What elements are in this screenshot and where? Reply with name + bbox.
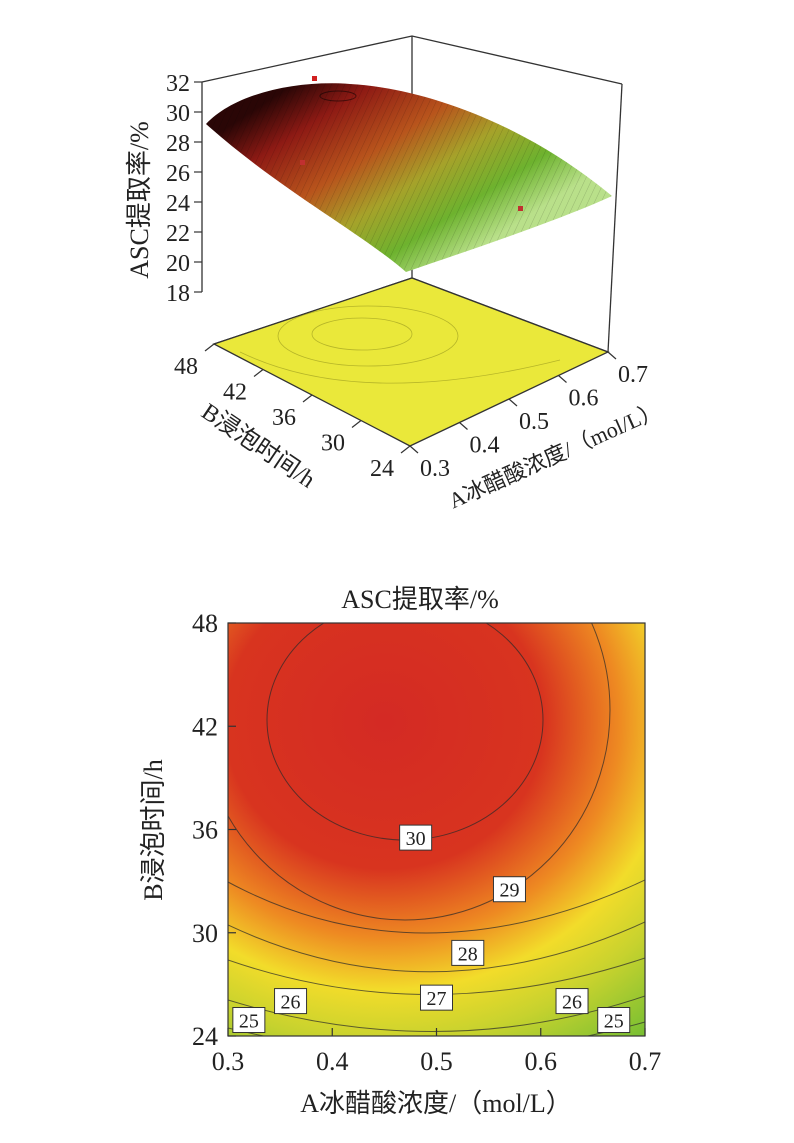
design-point bbox=[300, 160, 305, 165]
surface-peak-contour bbox=[319, 90, 357, 102]
z-tick-label: 26 bbox=[166, 161, 190, 187]
b-tick-label: 48 bbox=[174, 354, 198, 380]
z-axis-label: ASC提取率/% bbox=[125, 121, 154, 278]
contour-label: 26 bbox=[274, 988, 308, 1015]
y-axis-label: B浸泡时间/h bbox=[139, 759, 168, 901]
design-point bbox=[312, 76, 317, 81]
contour-label-text: 25 bbox=[239, 1011, 259, 1033]
b-tick bbox=[253, 369, 264, 377]
contour-label-text: 28 bbox=[458, 943, 478, 965]
a-tick-label: 0.6 bbox=[569, 386, 599, 412]
contour-label-box bbox=[492, 876, 526, 903]
a-tick bbox=[607, 351, 617, 360]
z-tick-label: 28 bbox=[166, 131, 190, 157]
a-tick-label: 0.3 bbox=[420, 456, 450, 482]
contour-line bbox=[228, 921, 645, 973]
floor-contour-lines bbox=[239, 305, 561, 384]
b-axis-label: B浸泡时间/h bbox=[196, 398, 319, 493]
x-tick-label: 0.4 bbox=[316, 1047, 349, 1076]
z-axis: 18 20 22 24 26 28 30 32 bbox=[166, 71, 202, 307]
a-tick bbox=[459, 422, 468, 430]
y-tick-label: 36 bbox=[192, 816, 218, 845]
z-tick-label: 22 bbox=[166, 221, 190, 247]
contour-label-box bbox=[451, 939, 485, 966]
contour-plot-area bbox=[228, 623, 645, 1036]
a-tick bbox=[409, 445, 419, 454]
x-tick-label: 0.5 bbox=[420, 1047, 453, 1076]
y-tick-label: 24 bbox=[192, 1022, 218, 1051]
contour-label-box bbox=[232, 1007, 266, 1034]
b-tick bbox=[400, 445, 411, 454]
contour-label: 29 bbox=[492, 876, 526, 903]
contour-title: ASC提取率/% bbox=[341, 585, 498, 614]
a-axis: 0.3 0.4 0.5 0.6 0.7 bbox=[409, 351, 648, 482]
contour-label-text: 26 bbox=[562, 992, 582, 1014]
response-surface-3d-chart: 18 20 22 24 26 28 30 32 ASC提取率/% 24 30 36 42 48 B浸泡… bbox=[125, 35, 665, 513]
a-tick bbox=[558, 375, 567, 383]
contour-label: 25 bbox=[232, 1007, 266, 1034]
contour-labels: 30 29 28 27 26 26 25 25 bbox=[232, 824, 631, 1034]
contour-label-box bbox=[597, 1007, 631, 1034]
z-tick-label: 32 bbox=[166, 71, 190, 97]
x-tick-label: 0.7 bbox=[629, 1047, 662, 1076]
contour-label: 30 bbox=[399, 824, 433, 851]
contour-label-box bbox=[274, 988, 308, 1015]
contour-label-box bbox=[399, 824, 433, 851]
b-tick bbox=[204, 343, 215, 352]
a-tick bbox=[508, 398, 518, 407]
a-tick-label: 0.5 bbox=[519, 409, 549, 435]
contour-label-text: 30 bbox=[406, 828, 426, 850]
b-tick-label: 24 bbox=[370, 456, 394, 482]
contour-label-text: 25 bbox=[604, 1011, 624, 1033]
y-tick-label: 48 bbox=[192, 609, 218, 638]
z-tick-label: 20 bbox=[166, 251, 190, 277]
contour-label-text: 29 bbox=[499, 880, 519, 902]
contour-label-box bbox=[555, 988, 589, 1015]
response-surface bbox=[206, 76, 612, 273]
z-tick-label: 18 bbox=[166, 281, 190, 307]
b-tick-label: 42 bbox=[223, 380, 247, 406]
design-point bbox=[518, 206, 523, 211]
y-axis: 24 30 36 42 48 bbox=[192, 609, 236, 1051]
z-tick-label: 30 bbox=[166, 101, 190, 127]
contour-label-text: 27 bbox=[427, 988, 447, 1010]
x-tick-label: 0.3 bbox=[212, 1047, 245, 1076]
b-tick-label: 36 bbox=[272, 405, 296, 431]
contour-line bbox=[228, 879, 645, 934]
x-axis-label: A冰醋酸浓度/（mol/L） bbox=[300, 1089, 572, 1118]
y-tick-label: 30 bbox=[192, 919, 218, 948]
b-tick bbox=[302, 394, 313, 403]
y-tick-label: 42 bbox=[192, 712, 218, 741]
contour-line bbox=[228, 623, 611, 921]
b-axis: 24 30 36 42 48 bbox=[174, 343, 411, 482]
a-tick-label: 0.7 bbox=[618, 362, 648, 388]
x-tick-label: 0.6 bbox=[525, 1047, 558, 1076]
a-tick-label: 0.4 bbox=[470, 433, 500, 459]
contour-label-box bbox=[420, 984, 453, 1011]
z-tick-label: 24 bbox=[166, 191, 190, 217]
contour-label: 26 bbox=[555, 988, 589, 1015]
b-tick-label: 30 bbox=[321, 431, 345, 457]
contour-label: 27 bbox=[420, 984, 453, 1011]
x-axis: 0.3 0.4 0.5 0.6 0.7 bbox=[212, 1028, 662, 1076]
contour-label: 28 bbox=[451, 939, 485, 966]
contour-label: 25 bbox=[597, 1007, 631, 1034]
contour-label-text: 26 bbox=[281, 992, 301, 1014]
contour-line bbox=[228, 995, 645, 1033]
b-tick bbox=[351, 420, 362, 428]
